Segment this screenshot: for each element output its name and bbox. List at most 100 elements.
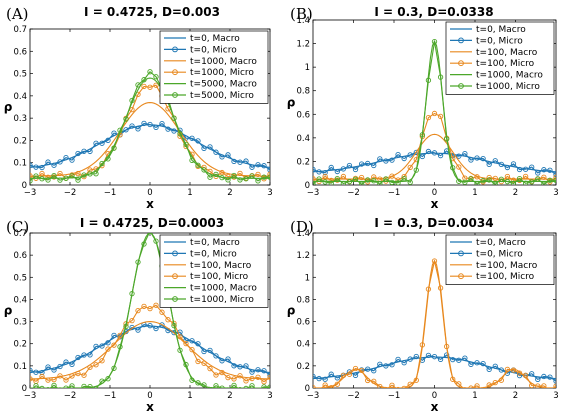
data-point bbox=[431, 39, 438, 45]
x-tick-label: 1 bbox=[472, 188, 477, 198]
data-point bbox=[419, 342, 425, 348]
data-point bbox=[468, 157, 474, 163]
data-point bbox=[189, 347, 195, 353]
legend-marker bbox=[172, 92, 178, 98]
legend-label: t=1000, Macro bbox=[190, 57, 257, 67]
data-point bbox=[328, 384, 334, 388]
data-point bbox=[226, 387, 230, 388]
data-point bbox=[486, 177, 492, 183]
data-point bbox=[237, 387, 243, 388]
data-point bbox=[153, 302, 159, 308]
data-point bbox=[111, 145, 117, 151]
y-tick-label: 0.4 bbox=[13, 295, 27, 305]
data-point bbox=[201, 167, 207, 173]
data-point bbox=[225, 177, 231, 183]
data-point bbox=[237, 177, 243, 183]
data-point bbox=[33, 173, 39, 179]
data-point bbox=[334, 175, 340, 182]
data-point bbox=[75, 170, 81, 177]
data-point bbox=[39, 164, 45, 171]
data-point bbox=[87, 167, 93, 173]
x-tick-label: −2 bbox=[347, 188, 360, 198]
data-point bbox=[352, 372, 359, 378]
data-point bbox=[51, 367, 57, 373]
data-point bbox=[39, 373, 45, 380]
data-point bbox=[105, 137, 111, 143]
data-point bbox=[45, 177, 51, 183]
data-point bbox=[39, 385, 45, 388]
data-point bbox=[443, 352, 450, 358]
data-point bbox=[213, 353, 219, 359]
data-point bbox=[153, 238, 159, 244]
y-tick-label: 0.5 bbox=[13, 70, 27, 80]
data-point bbox=[63, 377, 69, 383]
data-point bbox=[201, 360, 207, 366]
data-point bbox=[243, 385, 249, 388]
data-point bbox=[456, 164, 462, 170]
x-tick-label: −3 bbox=[307, 391, 320, 401]
data-point bbox=[401, 385, 407, 388]
data-point bbox=[456, 178, 462, 184]
legend-label: t=1000, Micro bbox=[190, 295, 254, 305]
data-point bbox=[69, 361, 75, 367]
data-point bbox=[255, 171, 261, 178]
data-point bbox=[371, 162, 377, 169]
data-point bbox=[267, 374, 270, 380]
data-point bbox=[486, 366, 492, 372]
data-point bbox=[486, 161, 492, 167]
data-point bbox=[365, 366, 371, 372]
series-group bbox=[313, 39, 556, 185]
data-point bbox=[261, 368, 267, 374]
data-point bbox=[313, 373, 316, 380]
data-point bbox=[93, 140, 99, 146]
legend-marker bbox=[458, 250, 464, 257]
data-point bbox=[346, 178, 353, 185]
data-point bbox=[510, 180, 517, 185]
data-point bbox=[541, 167, 547, 173]
data-point bbox=[249, 383, 255, 388]
data-point bbox=[267, 171, 270, 177]
data-point bbox=[492, 379, 498, 386]
data-point bbox=[219, 369, 225, 376]
y-tick-label: 0 bbox=[22, 181, 27, 191]
data-point bbox=[219, 169, 225, 176]
series-group bbox=[313, 258, 556, 388]
x-tick-label: 3 bbox=[267, 391, 272, 401]
data-point bbox=[147, 323, 153, 329]
x-tick-label: 1 bbox=[187, 391, 192, 401]
data-point bbox=[33, 369, 39, 375]
x-tick-label: 2 bbox=[513, 391, 518, 401]
data-point bbox=[135, 327, 141, 333]
data-point bbox=[159, 309, 165, 315]
data-point bbox=[147, 305, 153, 312]
legend-box bbox=[159, 30, 269, 104]
panel-letter: (C) bbox=[6, 218, 29, 236]
data-point bbox=[99, 160, 105, 167]
data-point bbox=[51, 382, 57, 388]
legend-label: t=0, Macro bbox=[476, 25, 526, 35]
x-axis-label: x bbox=[146, 197, 154, 211]
panel-letter: (B) bbox=[290, 5, 313, 23]
data-point bbox=[39, 176, 45, 182]
data-point bbox=[81, 372, 87, 378]
panel-letter: (D) bbox=[290, 218, 314, 236]
data-point bbox=[177, 334, 183, 340]
data-point bbox=[213, 383, 219, 388]
data-point bbox=[474, 383, 480, 388]
x-tick-label: −1 bbox=[104, 188, 117, 198]
data-point bbox=[111, 332, 117, 338]
data-point bbox=[365, 177, 371, 183]
data-point bbox=[141, 83, 147, 90]
y-tick-label: 0.2 bbox=[13, 340, 27, 350]
data-point bbox=[57, 363, 63, 370]
data-point bbox=[219, 154, 225, 160]
data-point bbox=[63, 154, 69, 161]
data-point bbox=[492, 158, 498, 164]
data-point bbox=[456, 357, 462, 363]
data-point bbox=[504, 178, 511, 185]
data-point bbox=[553, 383, 556, 388]
data-point bbox=[213, 171, 219, 178]
data-point bbox=[443, 343, 450, 350]
y-tick-label: 0.7 bbox=[13, 229, 27, 239]
